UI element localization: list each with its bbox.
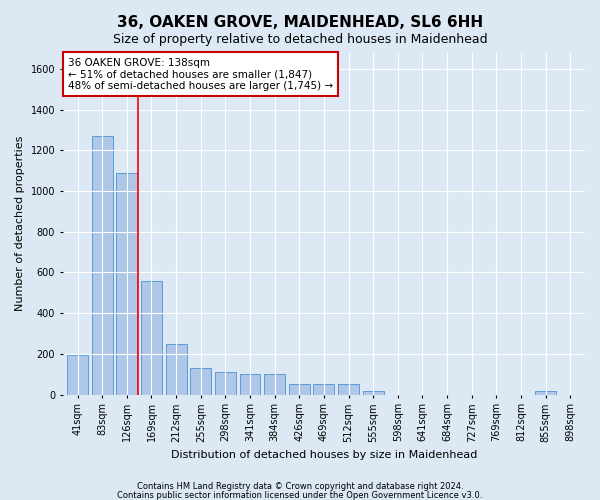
Bar xyxy=(535,392,556,394)
Bar xyxy=(264,374,285,394)
Text: Size of property relative to detached houses in Maidenhead: Size of property relative to detached ho… xyxy=(113,32,487,46)
Bar xyxy=(166,344,187,394)
Text: 36 OAKEN GROVE: 138sqm
← 51% of detached houses are smaller (1,847)
48% of semi-: 36 OAKEN GROVE: 138sqm ← 51% of detached… xyxy=(68,58,333,91)
Text: Contains HM Land Registry data © Crown copyright and database right 2024.: Contains HM Land Registry data © Crown c… xyxy=(137,482,463,491)
X-axis label: Distribution of detached houses by size in Maidenhead: Distribution of detached houses by size … xyxy=(171,450,477,460)
Bar xyxy=(239,374,260,394)
Bar xyxy=(92,136,113,394)
Bar xyxy=(141,280,162,394)
Bar xyxy=(338,384,359,394)
Bar xyxy=(313,384,334,394)
Bar xyxy=(215,372,236,394)
Text: 36, OAKEN GROVE, MAIDENHEAD, SL6 6HH: 36, OAKEN GROVE, MAIDENHEAD, SL6 6HH xyxy=(117,15,483,30)
Text: Contains public sector information licensed under the Open Government Licence v3: Contains public sector information licen… xyxy=(118,490,482,500)
Bar xyxy=(116,172,137,394)
Bar xyxy=(190,368,211,394)
Bar xyxy=(363,392,383,394)
Bar xyxy=(289,384,310,394)
Bar xyxy=(67,355,88,395)
Y-axis label: Number of detached properties: Number of detached properties xyxy=(15,136,25,311)
